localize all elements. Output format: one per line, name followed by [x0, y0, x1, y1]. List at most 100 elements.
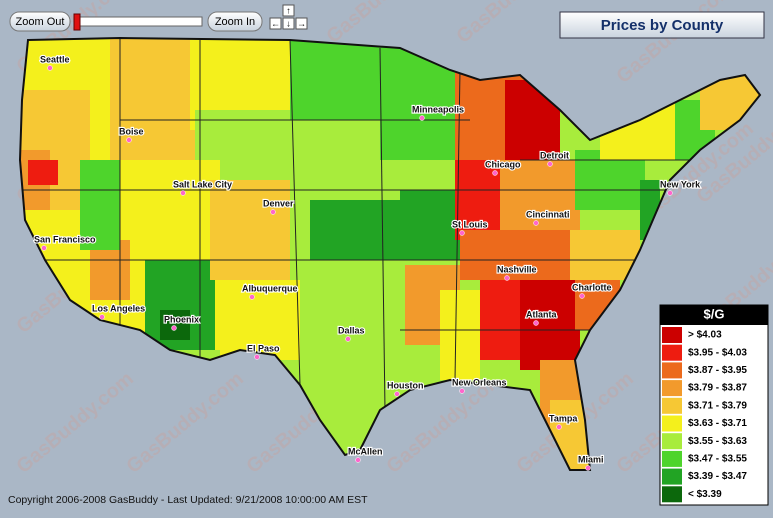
city-label: Dallas: [338, 325, 365, 335]
legend-swatch: [662, 468, 682, 485]
city-marker: [99, 314, 105, 320]
county-region: [520, 280, 580, 370]
city-label: Miami: [578, 454, 604, 464]
state-border: [289, 39, 301, 386]
county-region: [110, 38, 200, 160]
city-label: San Francisco: [34, 234, 96, 244]
city-marker: [41, 245, 47, 251]
legend-title: $/G: [704, 306, 725, 321]
copyright: Copyright 2006-2008 GasBuddy - Last Upda…: [8, 494, 368, 506]
city-label: Minneapolis: [412, 104, 464, 114]
county-region: [290, 40, 380, 120]
svg-text:↓: ↓: [286, 18, 291, 28]
legend-label: > $4.03: [688, 330, 722, 341]
county-region: [210, 180, 290, 280]
county-region: [460, 230, 580, 280]
city-marker: [504, 275, 510, 281]
city-label: Phoenix: [164, 314, 199, 324]
county-region: [300, 260, 410, 380]
city-label: McAllen: [348, 446, 383, 456]
city-label: Charlotte: [572, 282, 612, 292]
county-region: [400, 190, 460, 260]
city-marker: [579, 293, 585, 299]
city-marker: [533, 220, 539, 226]
legend-label: $3.39 - $3.47: [688, 471, 747, 482]
us-outline: [18, 36, 762, 471]
city-marker: [355, 457, 361, 463]
county-region: [500, 160, 580, 240]
city-labels: Seattle Boise Minneapolis Chicago Detroit New…: [33, 53, 702, 471]
city-marker: [47, 65, 53, 71]
city-label: Salt Lake City: [173, 179, 232, 189]
city-label: Detroit: [540, 150, 569, 160]
city-label: Atlanta: [526, 309, 557, 319]
zoom-slider[interactable]: [73, 13, 203, 31]
legend-swatch: [662, 380, 682, 397]
city-marker: [419, 115, 425, 121]
city-label: Cincinnati: [526, 209, 570, 219]
city-label: Seattle: [40, 54, 70, 64]
city-marker: [533, 320, 539, 326]
legend-swatch: [662, 433, 682, 450]
city-marker: [171, 325, 177, 331]
city-label: Nashville: [497, 264, 537, 274]
zoom-in-button[interactable]: [207, 11, 263, 32]
city-label: Los Angeles: [92, 303, 145, 313]
city-marker: [126, 137, 132, 143]
city-label: New Orleans: [452, 377, 507, 387]
city-label: Houston: [387, 380, 424, 390]
county-region: [28, 160, 58, 185]
legend-label: $3.95 - $4.03: [688, 347, 747, 358]
city-label: El Paso: [247, 343, 280, 353]
zoom-out-label: Zoom Out: [16, 16, 65, 28]
legend-swatch: [662, 450, 682, 467]
map-title: Prices by County: [601, 17, 724, 34]
state-border: [379, 47, 386, 411]
city-marker: [254, 354, 260, 360]
svg-text:→: →: [297, 18, 306, 28]
city-label: St Louis: [452, 219, 488, 229]
legend-swatch: [662, 327, 682, 343]
county-region: [440, 290, 480, 380]
city-marker: [585, 465, 591, 471]
city-marker: [459, 388, 465, 394]
city-marker: [180, 190, 186, 196]
svg-text:←: ←: [271, 18, 280, 28]
county-region: [80, 160, 120, 250]
city-marker: [459, 230, 465, 236]
city-marker: [667, 190, 673, 196]
legend-label: < $3.39: [688, 489, 722, 500]
zoom-in-label: Zoom In: [215, 16, 255, 28]
state-border: [454, 69, 461, 381]
legend-swatch: [662, 397, 682, 414]
legend-label: $3.55 - $3.63: [688, 436, 747, 447]
city-marker: [394, 391, 400, 397]
city-label: Tampa: [549, 413, 578, 423]
city-marker: [249, 294, 255, 300]
legend-label: $3.63 - $3.71: [688, 418, 747, 429]
zoom-out-button[interactable]: [9, 11, 71, 32]
county-region: [310, 200, 410, 270]
legend-label: $3.47 - $3.55: [688, 454, 747, 465]
city-marker: [492, 170, 498, 176]
city-label: New York: [660, 179, 701, 189]
legend-label: $3.71 - $3.79: [688, 400, 747, 411]
city-label: Boise: [119, 126, 144, 136]
city-label: Chicago: [485, 159, 521, 169]
legend-swatch: [662, 415, 682, 432]
city-marker: [547, 161, 553, 167]
city-marker: [556, 424, 562, 430]
legend-label: $3.87 - $3.95: [688, 365, 747, 376]
legend-swatch: [662, 486, 682, 503]
legend-swatch: [662, 344, 682, 361]
legend-swatch: [662, 362, 682, 379]
svg-text:↑: ↑: [286, 5, 291, 15]
pan-controls[interactable]: ↑ ← ↓ →: [269, 4, 308, 30]
legend: $/G > $4.03 $3.95 - $4.03 $3.87 - $3.95 $3.…: [659, 304, 769, 506]
city-label: Albuquerque: [242, 283, 298, 293]
county-region: [160, 310, 190, 340]
city-marker: [345, 336, 351, 342]
title-box: [559, 11, 765, 39]
